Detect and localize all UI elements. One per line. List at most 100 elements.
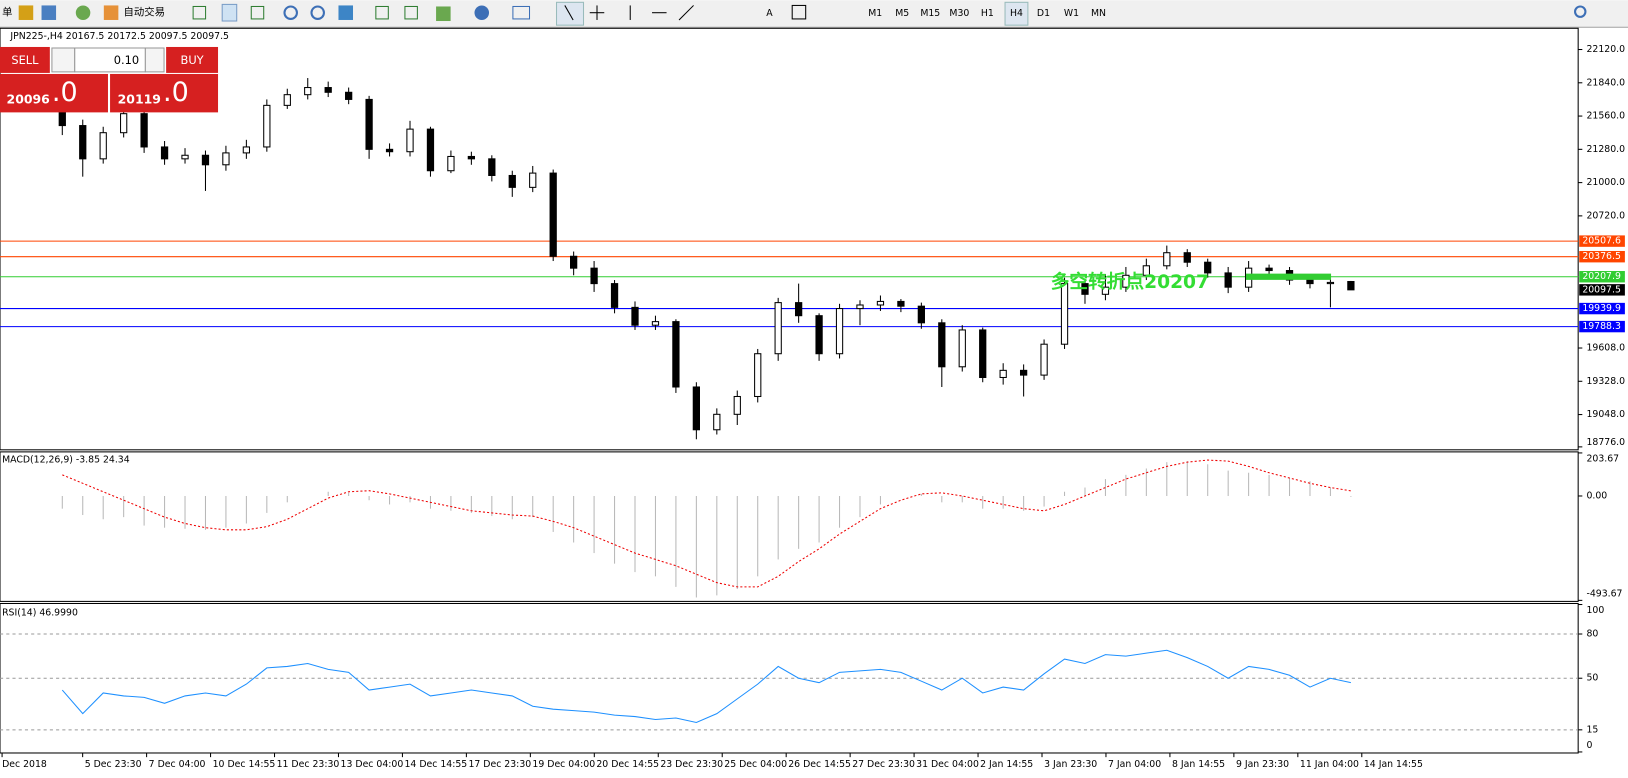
toolbar-text: 单: [2, 7, 12, 19]
icon[interactable]: [474, 5, 490, 20]
candle-body: [365, 98, 373, 150]
price-level-tag: [1579, 235, 1625, 247]
candle-body: [570, 255, 578, 269]
icon[interactable]: [512, 5, 531, 20]
timeframe-button[interactable]: H1: [981, 8, 994, 19]
candle-body: [1183, 252, 1191, 263]
icon: [564, 5, 574, 21]
rsi-line: [61, 649, 1351, 724]
candle-body: [610, 283, 619, 308]
candle-body: [1142, 265, 1150, 276]
lot-down[interactable]: [51, 47, 76, 73]
candle-body: [508, 174, 516, 188]
chart-title: JPN225-,H4 20167.5 20172.5 20097.5 20097…: [9, 31, 229, 42]
timeframe-button[interactable]: W1: [1064, 8, 1079, 19]
candle-body: [1326, 281, 1335, 285]
price-panel: [0, 27, 1579, 451]
buy-price-box[interactable]: [110, 73, 219, 113]
current-price-label: 20097.5: [1582, 284, 1621, 295]
price-level-label: 19939.9: [1582, 303, 1621, 314]
time-label: 2 Jan 14:55: [980, 759, 1033, 770]
icon[interactable]: [192, 5, 207, 20]
plots: Dec 2018 5 Dec 23:30 7 Dec 04:00 10 Dec 14:…: [0, 44, 1625, 770]
timeframe-button[interactable]: M15: [920, 8, 940, 19]
candle-body: [815, 315, 823, 355]
timeframe-button[interactable]: M5: [895, 8, 909, 19]
candle-body: [1060, 283, 1069, 345]
macd-signal: [62, 459, 1351, 588]
icon[interactable]: [310, 5, 325, 20]
icon[interactable]: [283, 5, 298, 20]
time-label: 14 Dec 14:55: [405, 759, 468, 770]
icon[interactable]: [75, 5, 91, 20]
buy-label: BUY: [181, 53, 204, 67]
y-tick-label: 21840.0: [1586, 77, 1625, 88]
lot-value: 0.10: [114, 53, 139, 67]
timeframe-button[interactable]: M30: [949, 8, 969, 19]
autotrade-button[interactable]: 自动交易: [124, 6, 166, 19]
time-label: 13 Dec 04:00: [341, 759, 404, 770]
time-label: Dec 2018: [2, 759, 47, 770]
y-tick-label: 19608.0: [1586, 343, 1625, 354]
candle-body: [160, 146, 169, 160]
y-tick-label: 80: [1586, 629, 1598, 640]
candle-body: [201, 154, 210, 166]
candle-body: [283, 94, 291, 106]
time-label: 19 Dec 04:00: [532, 759, 595, 770]
current-price-tag: [1579, 284, 1625, 296]
icon[interactable]: [18, 5, 34, 20]
sell-button[interactable]: [0, 46, 50, 73]
icon[interactable]: [375, 5, 389, 20]
timeframes: M1 M5 M15 M30 H1 H4 D1 W1 MN: [868, 8, 1106, 19]
candle-body: [999, 369, 1007, 378]
drawing-tools: A: [192, 1, 1587, 26]
annotation: 多空转折点20207: [1051, 271, 1209, 293]
icon[interactable]: [436, 6, 451, 22]
candle-body: [426, 128, 435, 172]
icon[interactable]: [103, 5, 119, 20]
time-label: 7 Jan 04:00: [1108, 759, 1161, 770]
timeframe-button[interactable]: D1: [1037, 8, 1050, 19]
icon[interactable]: [791, 4, 807, 20]
candle-body: [1347, 281, 1355, 291]
time-label: 20 Dec 14:55: [596, 759, 659, 770]
candle-body: [917, 305, 925, 324]
price-level-label: 20207.9: [1582, 271, 1621, 282]
time-label: 14 Jan 14:55: [1364, 759, 1423, 770]
candle-body: [733, 395, 741, 415]
icon[interactable]: [404, 5, 418, 20]
time-label: 8 Jan 14:55: [1172, 759, 1225, 770]
timeframe-button[interactable]: H4: [1010, 8, 1023, 19]
candle-body: [1040, 343, 1048, 376]
active-timeframe: [1004, 1, 1029, 26]
icon[interactable]: [338, 5, 354, 20]
time-label: 9 Jan 23:30: [1236, 759, 1289, 770]
icon: [678, 5, 694, 21]
time-label: 25 Dec 04:00: [724, 759, 787, 770]
buy-price: 20119: [118, 91, 161, 106]
candle-body: [467, 155, 476, 160]
candle-body: [651, 321, 660, 326]
candle-body: [1163, 252, 1171, 267]
candle-body: [1224, 272, 1232, 288]
time-label: 17 Dec 23:30: [468, 759, 531, 770]
candle-body: [856, 304, 864, 310]
lot-up[interactable]: [144, 47, 165, 73]
price-level-tag: [1579, 302, 1625, 315]
icon[interactable]: [41, 5, 57, 20]
search-icon[interactable]: [1574, 5, 1587, 18]
icon-text[interactable]: A: [766, 8, 773, 19]
icon[interactable]: [250, 5, 265, 20]
candle-body: [1204, 261, 1212, 274]
timeframe-button[interactable]: M1: [868, 8, 882, 19]
rsi-title: RSI(14) 46.9990: [2, 607, 78, 618]
buy-button[interactable]: [166, 46, 219, 73]
sell-label: SELL: [11, 53, 39, 67]
timeframe-button[interactable]: MN: [1091, 8, 1106, 19]
candle-body: [99, 132, 107, 160]
y-tick-label: 19048.0: [1586, 409, 1625, 420]
icon[interactable]: [221, 3, 238, 22]
candle-body: [447, 155, 455, 172]
sell-price-box[interactable]: [0, 73, 108, 113]
